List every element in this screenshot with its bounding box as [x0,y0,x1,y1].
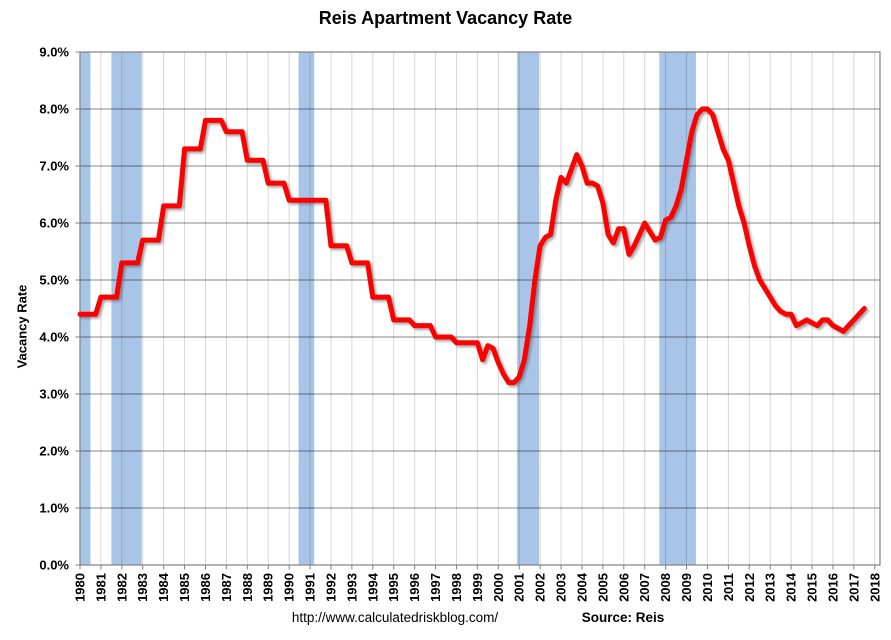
x-tick-label: 1992 [323,573,338,602]
x-tick-label: 1980 [73,573,88,602]
x-tick-label: 1981 [93,573,108,602]
x-tick-label: 1998 [449,573,464,602]
x-tick-label: 2017 [846,573,861,602]
x-tick-label: 1989 [261,573,276,602]
y-tick-label: 1.0% [39,501,69,516]
y-tick-label: 5.0% [39,273,69,288]
x-tick-label: 1994 [365,572,380,602]
x-tick-label: 1997 [428,573,443,602]
y-tick-label: 2.0% [39,444,69,459]
y-tick-label: 6.0% [39,216,69,231]
footer-source: Source: Reis [581,610,665,625]
x-tick-label: 1993 [344,573,359,602]
y-tick-label: 0.0% [39,558,69,573]
x-tick-label: 1995 [386,573,401,602]
x-tick-label: 1985 [177,573,192,602]
x-tick-label: 2013 [763,573,778,602]
y-tick-label: 7.0% [39,159,69,174]
x-tick-label: 2006 [616,573,631,602]
x-tick-label: 1983 [135,573,150,602]
x-tick-label: 1991 [303,573,318,602]
recession-band [111,52,142,565]
y-tick-label: 4.0% [39,330,69,345]
x-tick-label: 2001 [512,573,527,602]
footer-url: http://www.calculatedriskblog.com/ [291,610,499,625]
x-tick-label: 2007 [637,573,652,602]
plot-frame [79,51,881,566]
x-tick-label: 2009 [679,573,694,602]
y-tick-label: 3.0% [39,387,69,402]
x-tick-label: 2003 [554,573,569,602]
x-tick-label: 1987 [219,573,234,602]
x-tick-label: 2016 [825,573,840,602]
y-tick-label: 8.0% [39,102,69,117]
recession-band [298,52,315,565]
recession-band [80,52,91,565]
x-tick-label: 1988 [240,573,255,602]
x-tick-label: 2010 [700,573,715,602]
chart-title: Reis Apartment Vacancy Rate [318,8,573,28]
x-tick-label: 1996 [407,573,422,602]
x-tick-label: 2018 [867,573,882,602]
x-tick-label: 2012 [742,573,757,602]
x-tick-label: 2011 [721,573,736,601]
x-tick-label: 2005 [595,573,610,602]
x-tick-label: 1984 [156,572,171,602]
y-tick-label: 9.0% [39,45,69,60]
x-tick-label: 1986 [198,573,213,602]
vacancy-rate-line [77,106,867,386]
x-tick-label: 1982 [114,573,129,602]
x-tick-label: 2000 [491,573,506,602]
x-tick-label: 2014 [784,572,799,602]
x-tick-label: 1999 [470,573,485,602]
x-tick-label: 2008 [658,573,673,602]
x-tick-label: 2015 [805,573,820,602]
x-tick-label: 2004 [574,572,589,602]
x-tick-label: 2002 [533,573,548,602]
recession-band [517,52,540,565]
x-tick-label: 1990 [282,573,297,602]
